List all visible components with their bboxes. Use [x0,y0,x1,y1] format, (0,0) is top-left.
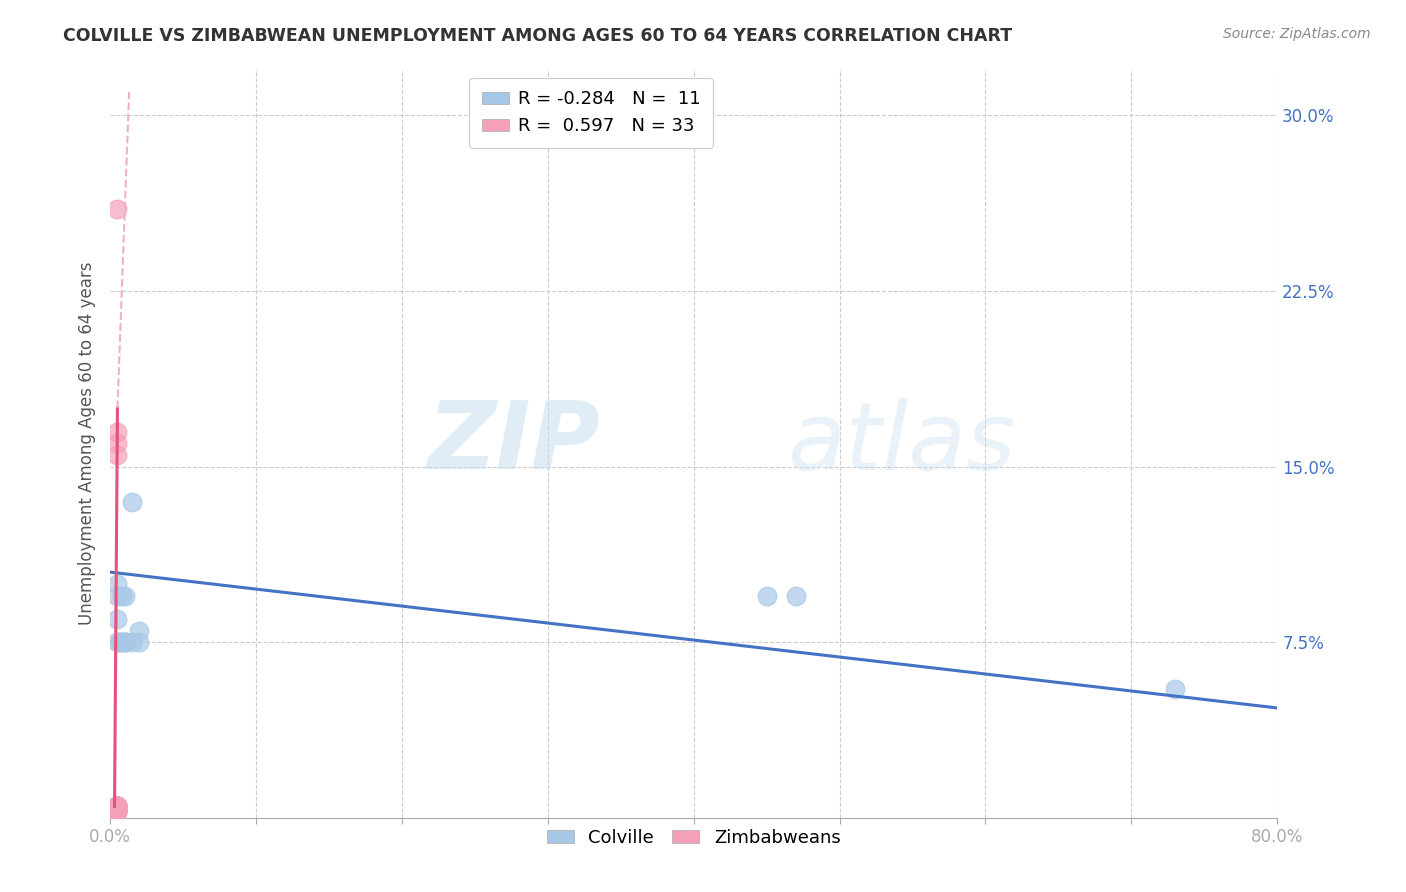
Point [103,804,125,818]
Point [103,804,125,818]
Point [107,799,129,814]
Point [111,589,134,603]
Point [103,804,125,818]
Point [107,448,129,462]
Point [107,804,129,818]
Legend: Colville, Zimbabweans: Colville, Zimbabweans [540,822,848,854]
Text: Source: ZipAtlas.com: Source: ZipAtlas.com [1223,27,1371,41]
Text: COLVILLE VS ZIMBABWEAN UNEMPLOYMENT AMONG AGES 60 TO 64 YEARS CORRELATION CHART: COLVILLE VS ZIMBABWEAN UNEMPLOYMENT AMON… [63,27,1012,45]
Point [128,635,150,649]
Point [110,635,132,649]
Point [107,425,129,439]
Point [107,799,129,814]
Point [107,436,129,450]
Point [104,804,127,818]
Point [107,799,129,814]
Point [107,804,129,818]
Point [110,635,132,649]
Point [107,799,129,814]
Point [107,804,129,818]
Point [107,589,129,603]
Point [104,804,127,818]
Point [107,799,129,814]
Point [107,804,129,818]
Point [107,799,129,814]
Text: ZIP: ZIP [427,397,600,490]
Point [104,804,127,818]
Point [107,804,129,818]
Point [107,202,129,216]
Point [107,804,129,818]
Point [107,799,129,814]
Point [104,804,127,818]
Point [1164,682,1187,697]
Point [107,799,129,814]
Point [128,624,150,638]
Point [107,577,129,591]
Point [107,804,129,818]
Point [114,635,136,649]
Point [785,589,807,603]
Point [107,804,129,818]
Point [104,804,127,818]
Y-axis label: Unemployment Among Ages 60 to 64 years: Unemployment Among Ages 60 to 64 years [79,261,96,625]
Point [107,799,129,814]
Point [107,804,129,818]
Point [107,612,129,626]
Point [121,495,143,509]
Point [103,804,125,818]
Point [114,635,136,649]
Point [114,589,136,603]
Point [107,804,129,818]
Point [121,635,143,649]
Point [111,635,134,649]
Text: atlas: atlas [787,398,1015,489]
Point [114,635,136,649]
Point [107,635,129,649]
Point [107,804,129,818]
Point [755,589,778,603]
